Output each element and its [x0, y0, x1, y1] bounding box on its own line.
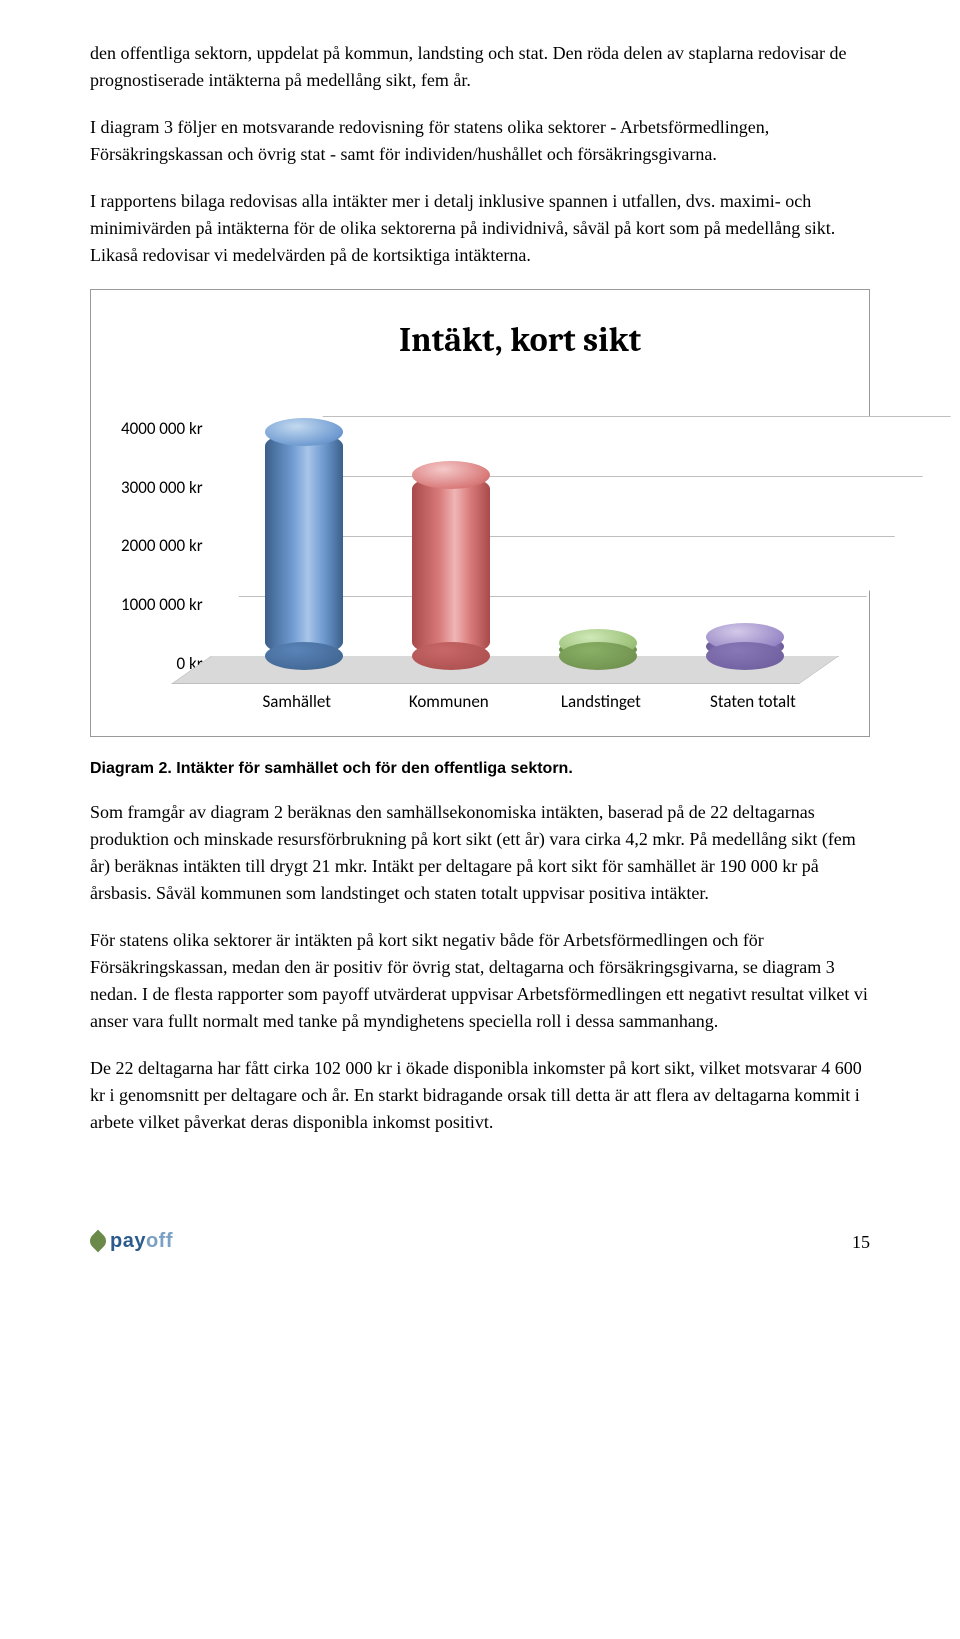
page-footer: payoff 15 — [90, 1226, 870, 1256]
x-label: Landstinget — [546, 691, 656, 712]
x-label: Staten totalt — [698, 691, 808, 712]
y-tick-label: 3000 000 kr — [121, 475, 203, 501]
y-tick-label: 2000 000 kr — [121, 533, 203, 559]
payoff-logo: payoff — [90, 1226, 173, 1256]
bar-staten — [706, 637, 784, 656]
logo-text: payoff — [110, 1226, 173, 1256]
y-tick-label: 1000 000 kr — [121, 592, 203, 618]
body-paragraph-4: Som framgår av diagram 2 beräknas den sa… — [90, 799, 870, 907]
x-label: Kommunen — [394, 691, 504, 712]
chart-plot-area: Samhället Kommunen Landstinget Staten to… — [211, 416, 839, 716]
chart-title: Intäkt, kort sikt — [201, 315, 839, 366]
bar-samhallet — [265, 432, 343, 656]
chart-caption: Diagram 2. Intäkter för samhället och fö… — [90, 757, 870, 781]
chart-container: Intäkt, kort sikt 4000 000 kr 3000 000 k… — [90, 289, 870, 737]
chart-bars — [211, 416, 839, 656]
bar-kommunen — [412, 475, 490, 656]
bar-landstinget — [559, 643, 637, 656]
chart-body: 4000 000 kr 3000 000 kr 2000 000 kr 1000… — [121, 396, 839, 716]
leaf-icon — [87, 1230, 110, 1253]
intro-paragraph-1: den offentliga sektorn, uppdelat på komm… — [90, 40, 870, 94]
chart-x-labels: Samhället Kommunen Landstinget Staten to… — [211, 691, 839, 712]
intro-paragraph-3: I rapportens bilaga redovisas alla intäk… — [90, 188, 870, 269]
page-number: 15 — [852, 1229, 870, 1256]
y-tick-label: 4000 000 kr — [121, 416, 203, 442]
chart-y-axis: 4000 000 kr 3000 000 kr 2000 000 kr 1000… — [121, 416, 211, 676]
intro-paragraph-2: I diagram 3 följer en motsvarande redovi… — [90, 114, 870, 168]
x-label: Samhället — [242, 691, 352, 712]
body-paragraph-5: För statens olika sektorer är intäkten p… — [90, 927, 870, 1035]
body-paragraph-6: De 22 deltagarna har fått cirka 102 000 … — [90, 1055, 870, 1136]
